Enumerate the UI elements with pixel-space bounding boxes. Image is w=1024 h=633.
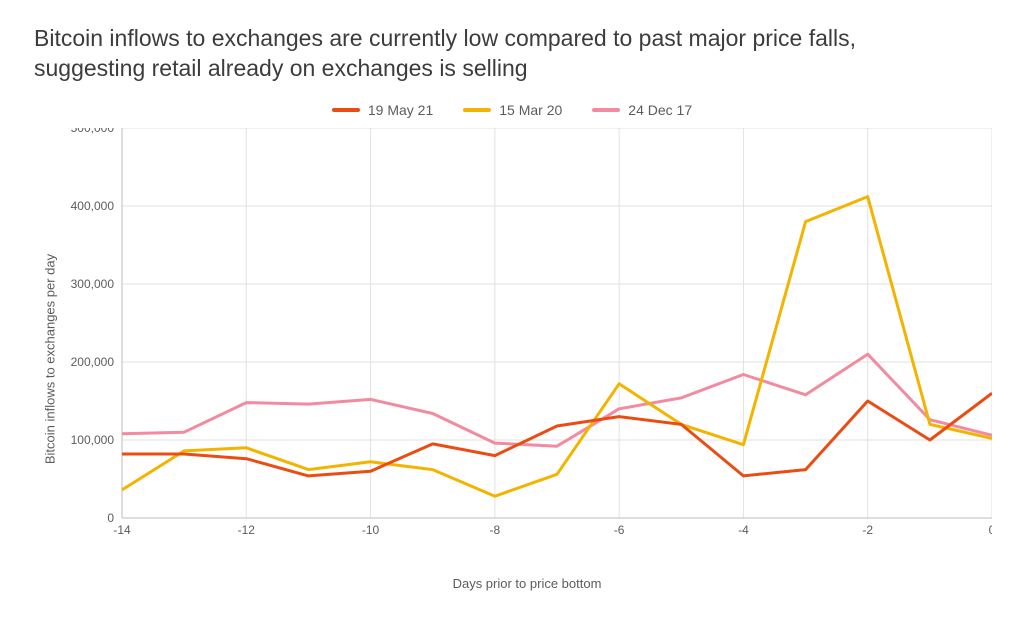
- legend-swatch: [332, 108, 360, 112]
- y-tick-label: 500,000: [71, 128, 115, 135]
- legend: 19 May 21 15 Mar 20 24 Dec 17: [30, 102, 994, 118]
- legend-swatch: [592, 108, 620, 112]
- x-tick-label: -2: [862, 523, 873, 537]
- legend-item: 15 Mar 20: [463, 102, 562, 118]
- y-tick-label: 200,000: [71, 355, 115, 369]
- x-tick-label: -10: [362, 523, 380, 537]
- y-tick-label: 100,000: [71, 433, 115, 447]
- x-axis-label: Days prior to price bottom: [60, 576, 994, 591]
- y-tick-label: 400,000: [71, 199, 115, 213]
- x-tick-label: -6: [614, 523, 625, 537]
- legend-item: 19 May 21: [332, 102, 433, 118]
- x-tick-label: -8: [490, 523, 501, 537]
- legend-item: 24 Dec 17: [592, 102, 692, 118]
- x-tick-label: -14: [113, 523, 131, 537]
- series-line: [122, 354, 992, 446]
- chart-title: Bitcoin inflows to exchanges are current…: [34, 24, 914, 84]
- line-chart: 0 100,000 200,000 300,000 400,000 500,000 -14 -…: [60, 128, 992, 542]
- chart-area: Bitcoin inflows to exchanges per day 010…: [60, 128, 994, 591]
- series-line: [122, 196, 992, 496]
- x-tick-label: -12: [238, 523, 256, 537]
- legend-label: 24 Dec 17: [628, 102, 692, 118]
- x-tick-label: -4: [738, 523, 749, 537]
- legend-swatch: [463, 108, 491, 112]
- legend-label: 19 May 21: [368, 102, 433, 118]
- legend-label: 15 Mar 20: [499, 102, 562, 118]
- series-line: [122, 393, 992, 476]
- y-tick-label: 300,000: [71, 277, 115, 291]
- y-axis-label: Bitcoin inflows to exchanges per day: [43, 254, 58, 464]
- x-tick-label: 0: [989, 523, 992, 537]
- chart-container: Bitcoin inflows to exchanges are current…: [0, 0, 1024, 633]
